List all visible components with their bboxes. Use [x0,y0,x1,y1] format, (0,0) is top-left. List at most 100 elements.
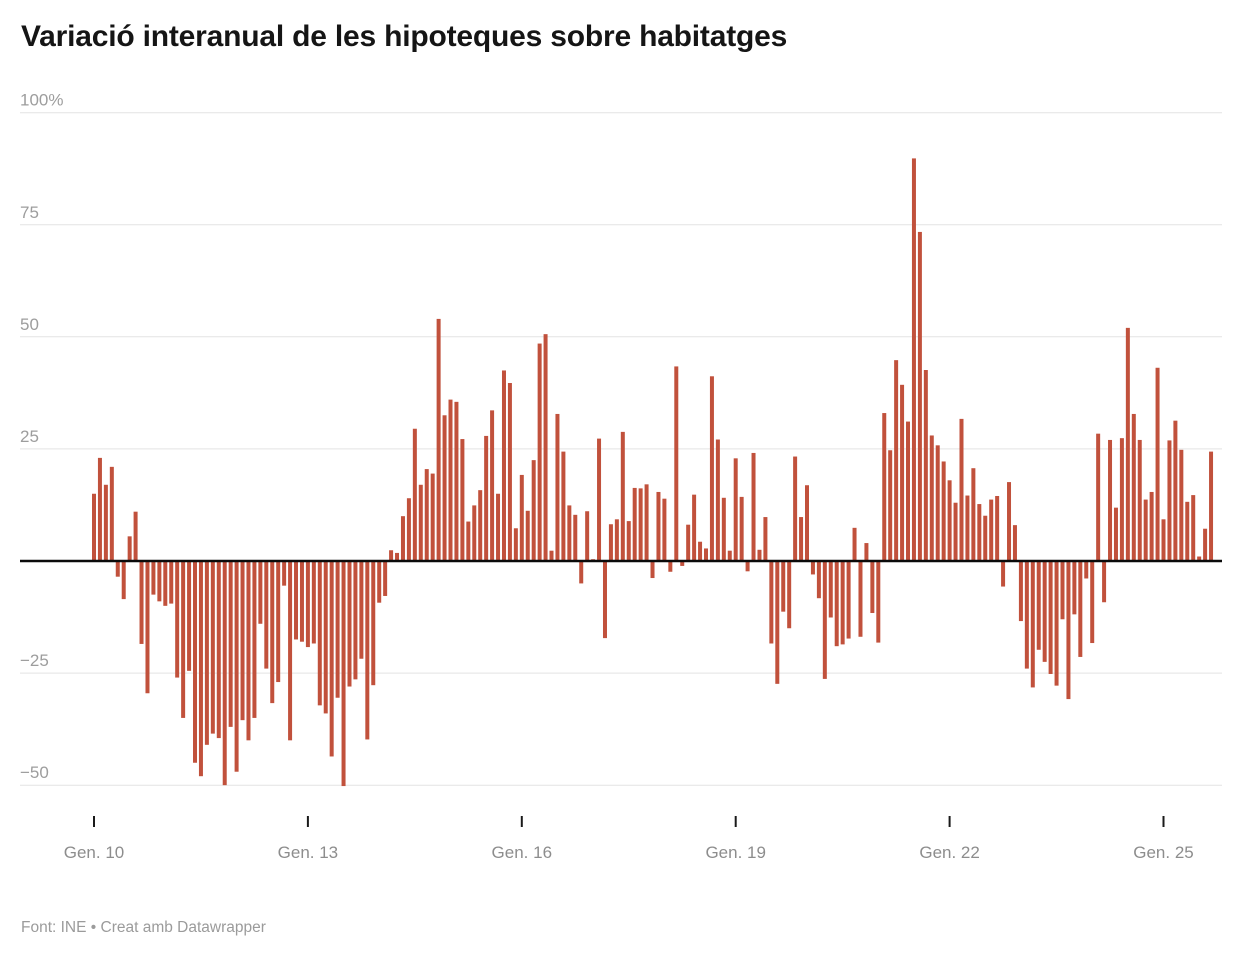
bar[interactable] [323,561,328,714]
bar[interactable] [484,435,489,561]
bar[interactable] [353,561,358,680]
bar[interactable] [656,491,661,561]
bar[interactable] [1173,420,1178,561]
bar[interactable] [715,439,720,562]
bar[interactable] [894,360,899,561]
bar[interactable] [282,561,287,586]
bar[interactable] [299,561,304,642]
bar[interactable] [507,383,512,561]
bar[interactable] [644,484,649,561]
bar[interactable] [430,473,435,561]
bar[interactable] [210,561,215,734]
bar[interactable] [983,515,988,561]
bar[interactable] [1131,413,1136,561]
bar[interactable] [193,561,198,763]
bar[interactable] [864,543,869,561]
bar[interactable] [157,561,162,602]
bar[interactable] [579,561,584,584]
bar[interactable] [1119,438,1124,561]
bar[interactable] [1030,561,1035,688]
bar[interactable] [276,561,281,683]
bar[interactable] [638,488,643,561]
bar[interactable] [1191,495,1196,561]
bar[interactable] [840,561,845,645]
bar[interactable] [917,231,922,561]
bar[interactable] [787,561,792,629]
bar[interactable] [662,498,667,561]
bar[interactable] [989,499,994,561]
bar[interactable] [347,561,352,687]
bar[interactable] [139,561,144,644]
bar[interactable] [252,561,257,718]
bar[interactable] [258,561,263,624]
bar[interactable] [371,561,376,686]
bar[interactable] [1155,367,1160,561]
bar[interactable] [709,376,714,561]
bar[interactable] [121,561,126,600]
bar[interactable] [775,561,780,684]
bar[interactable] [626,521,631,561]
bar[interactable] [531,460,536,561]
bar[interactable] [335,561,340,698]
bar[interactable] [1084,561,1089,579]
bar[interactable] [175,561,180,678]
bar[interactable] [501,370,506,561]
bar[interactable] [163,561,168,606]
bar[interactable] [929,435,934,561]
bar[interactable] [733,458,738,561]
bar[interactable] [947,480,952,561]
bar[interactable] [133,511,138,561]
bar[interactable] [537,343,542,561]
bar[interactable] [145,561,150,694]
bar[interactable] [1203,528,1208,561]
bar[interactable] [846,561,851,639]
bar[interactable] [852,527,857,561]
bar[interactable] [1042,561,1047,662]
bar[interactable] [478,490,483,561]
bar[interactable] [1090,561,1095,644]
bar[interactable] [395,552,400,561]
bar[interactable] [769,561,774,644]
bar[interactable] [1012,525,1017,561]
bar[interactable] [906,421,911,561]
bar[interactable] [317,561,322,706]
bar[interactable] [216,561,221,739]
bar[interactable] [751,452,756,561]
bar[interactable] [1167,440,1172,561]
bar[interactable] [389,550,394,561]
bar[interactable] [311,561,316,644]
bar[interactable] [805,485,809,561]
bar[interactable] [668,561,673,572]
bar[interactable] [365,561,370,740]
bar[interactable] [674,366,679,561]
bar[interactable] [650,561,655,579]
bar[interactable] [181,561,186,718]
bar[interactable] [614,519,619,561]
bar[interactable] [1036,561,1041,650]
bar[interactable] [466,521,471,561]
bar[interactable] [270,561,275,704]
bar[interactable] [941,461,946,561]
bar[interactable] [799,517,804,561]
bar[interactable] [1149,491,1154,561]
bar[interactable] [923,370,928,561]
bar[interactable] [1161,519,1166,561]
bar[interactable] [555,413,560,561]
bar[interactable] [911,158,916,561]
bar[interactable] [686,524,691,561]
bar[interactable] [92,493,96,561]
bar[interactable] [608,524,613,561]
bar[interactable] [1113,507,1118,561]
bar[interactable] [1102,561,1107,603]
bar[interactable] [1007,482,1012,561]
bar[interactable] [418,484,423,561]
bar[interactable] [460,439,465,561]
bar[interactable] [1185,501,1190,561]
bar[interactable] [406,498,411,561]
bar[interactable] [900,384,905,561]
bar[interactable] [1060,561,1065,620]
bar[interactable] [632,487,637,561]
bar[interactable] [436,318,441,561]
bar[interactable] [109,466,114,561]
bar[interactable] [858,561,863,637]
